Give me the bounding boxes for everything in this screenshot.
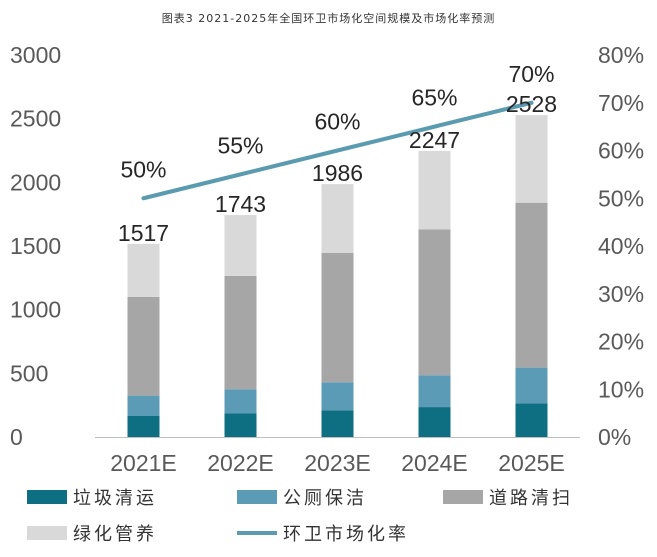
y-tick-label: 1000 bbox=[10, 297, 61, 323]
bar-1-2023E bbox=[321, 410, 354, 437]
y2-tick-label: 40% bbox=[598, 233, 644, 259]
legend-swatch-1 bbox=[27, 490, 67, 504]
line-layer bbox=[141, 100, 534, 201]
total-data-label: 1743 bbox=[215, 191, 266, 217]
rate-data-label: 70% bbox=[508, 61, 554, 87]
y2-tick-label: 60% bbox=[598, 138, 644, 164]
bar-4-2021E bbox=[127, 243, 160, 297]
legend-label-5: 环卫市场化率 bbox=[283, 524, 409, 545]
bar-1-2021E bbox=[127, 415, 160, 437]
total-data-label: 2528 bbox=[506, 91, 557, 117]
y-tick-label: 0 bbox=[10, 424, 23, 450]
legend-label-3: 道路清扫 bbox=[489, 488, 573, 509]
total-data-label: 1517 bbox=[118, 220, 169, 246]
legend-label-2: 公厕保洁 bbox=[283, 488, 367, 509]
bar-4-2022E bbox=[224, 215, 257, 276]
chart-title: 图表3 2021-2025年全国环卫市场化空间规模及市场化率预测 bbox=[161, 12, 496, 25]
rate-data-label: 55% bbox=[217, 132, 263, 158]
legend-swatch-2 bbox=[237, 490, 277, 504]
y-tick-label: 1500 bbox=[10, 233, 61, 259]
x-tick-label: 2024E bbox=[401, 450, 468, 476]
bar-3-2021E bbox=[127, 296, 160, 396]
y-tick-label: 500 bbox=[10, 360, 48, 386]
bar-2-2021E bbox=[127, 395, 160, 416]
y2-tick-label: 50% bbox=[598, 185, 644, 211]
bar-4-2023E bbox=[321, 184, 354, 254]
y-tick-label: 2500 bbox=[10, 106, 61, 132]
bar-4-2024E bbox=[418, 150, 451, 230]
y-tick-label: 2000 bbox=[10, 169, 61, 195]
bar-3-2024E bbox=[418, 229, 451, 376]
bar-2-2023E bbox=[321, 382, 354, 411]
legend-swatch-4 bbox=[27, 526, 67, 540]
line-series-market-rate bbox=[141, 100, 534, 201]
axis-layer: 0 500 1000 1500 2000 2500 3000 0% 10% 20% 30% 40% 50… bbox=[10, 42, 644, 476]
label-layer: 50% 55% 60% 65% 70% 1517 1743 1986 2247 2528 bbox=[118, 61, 557, 246]
x-tick-label: 2025E bbox=[498, 450, 565, 476]
bar-2-2024E bbox=[418, 375, 451, 408]
bar-1-2022E bbox=[224, 413, 257, 437]
bar-2-2025E bbox=[515, 367, 548, 404]
bar-4-2025E bbox=[515, 115, 548, 203]
rate-data-label: 60% bbox=[314, 109, 360, 135]
bar-3-2025E bbox=[515, 202, 548, 368]
bars-layer bbox=[127, 115, 548, 437]
y2-tick-label: 30% bbox=[598, 281, 644, 307]
total-data-label: 1986 bbox=[312, 160, 363, 186]
x-tick-label: 2023E bbox=[304, 450, 371, 476]
legend-label-4: 绿化管养 bbox=[73, 524, 157, 545]
y-tick-label: 3000 bbox=[10, 42, 61, 68]
x-tick-label: 2022E bbox=[207, 450, 274, 476]
bar-2-2022E bbox=[224, 389, 257, 414]
rate-data-label: 65% bbox=[411, 85, 457, 111]
bar-3-2022E bbox=[224, 275, 257, 390]
y2-tick-label: 0% bbox=[598, 424, 631, 450]
y2-tick-label: 20% bbox=[598, 329, 644, 355]
rate-data-label: 50% bbox=[120, 156, 166, 182]
bar-1-2024E bbox=[418, 407, 451, 437]
y2-tick-label: 80% bbox=[598, 42, 644, 68]
legend-label-1: 垃圾清运 bbox=[73, 488, 157, 509]
y2-tick-label: 10% bbox=[598, 376, 644, 402]
y2-tick-label: 70% bbox=[598, 90, 644, 116]
bar-1-2025E bbox=[515, 403, 548, 437]
x-tick-label: 2021E bbox=[110, 450, 177, 476]
legend-swatch-3 bbox=[443, 490, 483, 504]
bar-3-2023E bbox=[321, 253, 354, 383]
total-data-label: 2247 bbox=[409, 127, 460, 153]
